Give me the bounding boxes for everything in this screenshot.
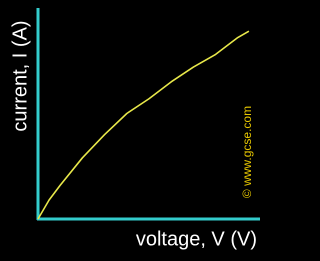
y-axis-label: current, I (A)	[9, 20, 31, 131]
chart: current, I (A) voltage, V (V) © www.gcse…	[9, 8, 260, 251]
annotation: © www.gcse.com	[240, 106, 254, 198]
curve	[37, 30, 250, 220]
x-axis-label: voltage, V (V)	[136, 228, 257, 250]
